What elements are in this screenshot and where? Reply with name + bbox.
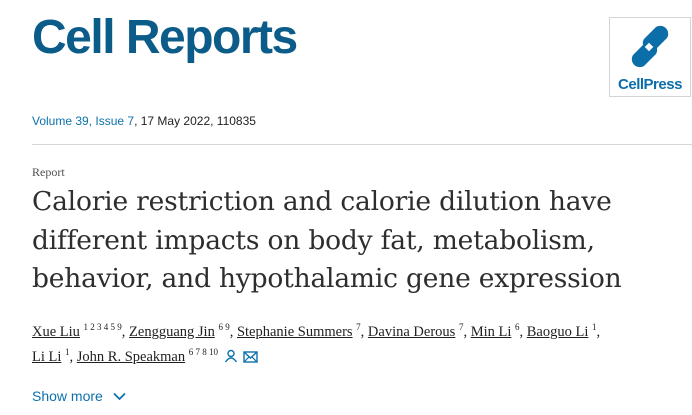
author-affiliations: 1 [65, 347, 70, 358]
citation-date-id: , 17 May 2022, 110835 [134, 114, 256, 128]
author-entry: Zengguang Jin 6 9, [129, 322, 237, 340]
author-entry: Li Li 1, [32, 347, 77, 365]
author-affiliations: 7 [458, 322, 464, 333]
volume-issue-link[interactable]: Volume 39, Issue 7 [32, 114, 135, 128]
author-separator: , [519, 324, 527, 340]
author-entry: John R. Speakman 6 7 8 10 [76, 347, 218, 365]
article-title-line: behavior, and hypothalamic gene expressi… [32, 263, 622, 294]
author-link[interactable]: Li Li [32, 349, 62, 365]
divider [32, 144, 692, 145]
show-more-label: Show more [32, 388, 103, 404]
author-affiliations: 6 7 8 10 [188, 347, 218, 358]
author-link[interactable]: Davina Derous [367, 324, 456, 340]
author-affiliations: 6 9 [218, 322, 230, 333]
author-link[interactable]: Baoguo Li [526, 324, 589, 340]
author-separator: , [463, 324, 471, 340]
author-entry: Stephanie Summers 7, [236, 322, 368, 340]
journal-title[interactable]: Cell Reports [32, 11, 298, 64]
author-link[interactable]: John R. Speakman [76, 349, 186, 365]
author-separator: , [596, 324, 601, 340]
author-separator: , [229, 324, 237, 340]
article-type: Report [32, 165, 65, 179]
cellpress-logo-mark [631, 25, 669, 68]
author-link[interactable]: Zengguang Jin [129, 324, 215, 340]
author-affiliations: 1 2 3 4 5 9 [83, 322, 122, 333]
cellpress-logo[interactable]: CellPress [609, 17, 691, 97]
article-title-line: different impacts on body fat, metabolis… [32, 224, 595, 256]
author-link[interactable]: Xue Liu [32, 324, 80, 340]
author-affiliations: 7 [356, 322, 361, 333]
author-list-line: Li Li 1, John R. Speakman 6 7 8 10 [32, 345, 692, 372]
author-separator: , [360, 324, 368, 340]
author-separator: , [121, 324, 130, 340]
mail-icon[interactable] [243, 347, 258, 372]
author-list-line: Xue Liu 1 2 3 4 5 9, Zengguang Jin 6 9, … [32, 320, 692, 345]
author-entry: Baoguo Li 1, [526, 322, 601, 340]
author-separator: , [69, 349, 77, 365]
article-title-line: Calorie restriction and calorie dilution… [32, 186, 612, 217]
author-link[interactable]: Stephanie Summers [236, 324, 353, 340]
author-entry: Davina Derous 7, [367, 322, 471, 340]
person-icon[interactable] [224, 347, 238, 372]
author-entry: Xue Liu 1 2 3 4 5 9, [32, 322, 130, 340]
author-entry: Min Li 6, [470, 322, 527, 340]
citation-line: Volume 39, Issue 7, 17 May 2022, 110835 [32, 114, 256, 128]
chevron-down-icon [113, 388, 126, 404]
cellpress-logo-text: CellPress [618, 76, 682, 93]
author-affiliations: 1 [592, 322, 597, 333]
article-title: Calorie restriction and calorie dilution… [32, 183, 682, 299]
author-affiliations: 6 [515, 322, 520, 333]
author-list: Xue Liu 1 2 3 4 5 9, Zengguang Jin 6 9, … [32, 320, 692, 372]
author-link[interactable]: Min Li [470, 324, 512, 340]
show-more-button[interactable]: Show more [32, 388, 126, 404]
